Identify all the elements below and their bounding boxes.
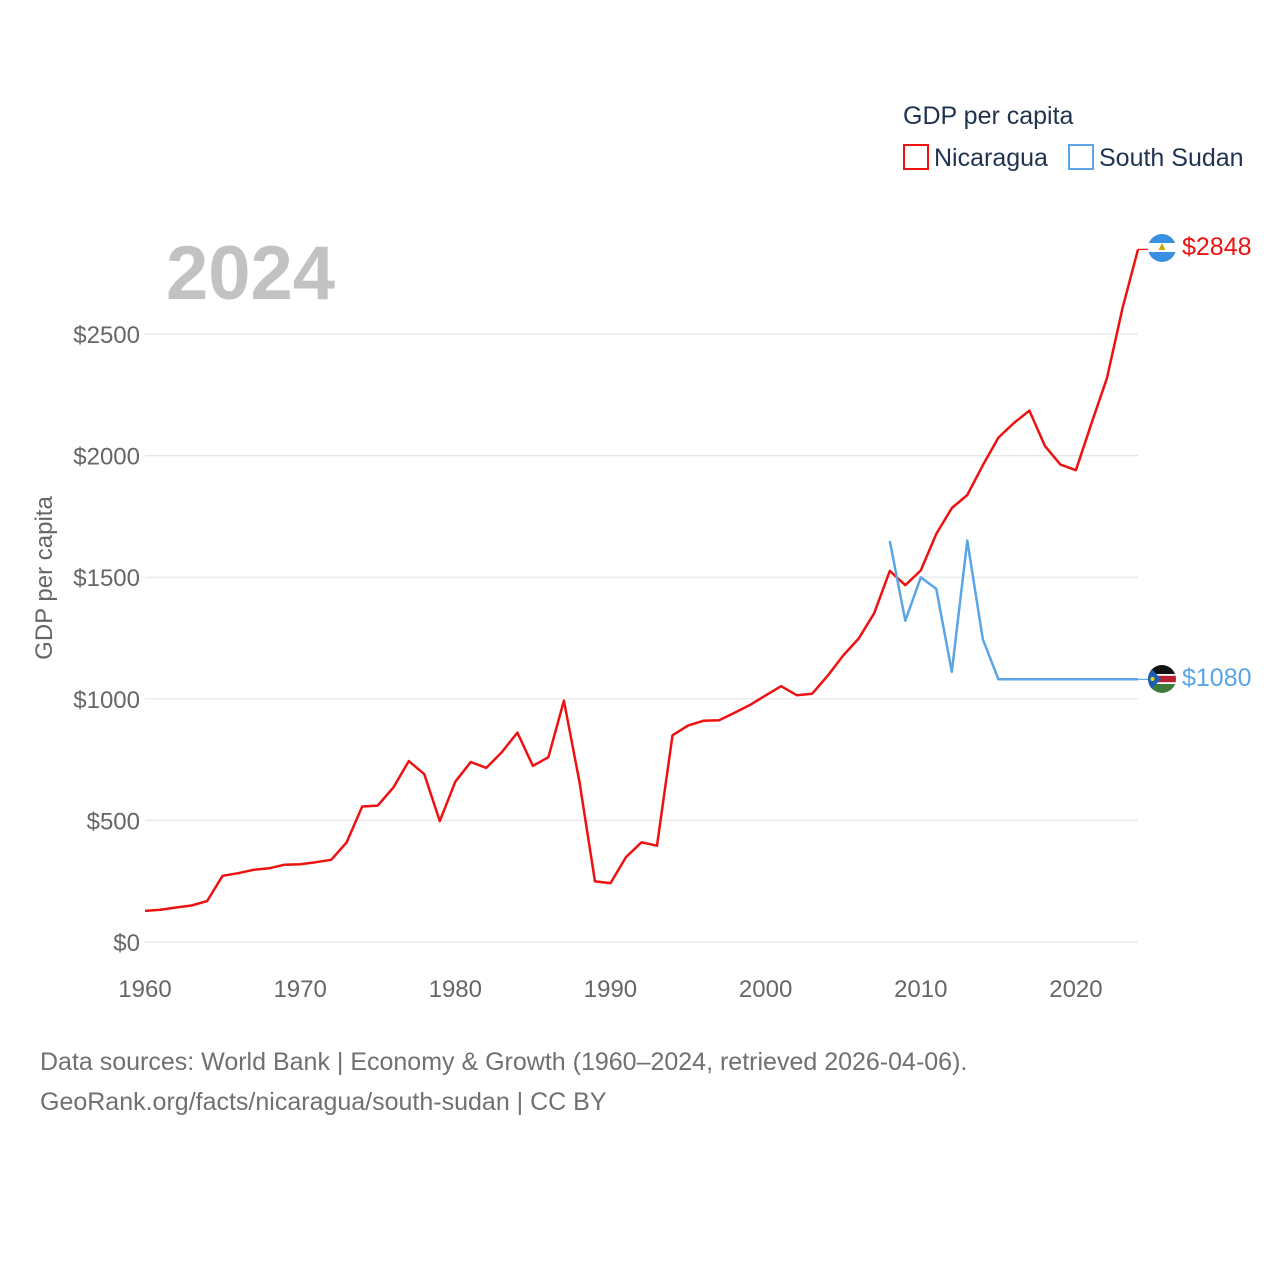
nicaragua-flag-icon — [1148, 234, 1176, 262]
x-tick-label: 1980 — [429, 976, 482, 1003]
series-lines — [144, 248, 1148, 913]
footer-sources: Data sources: World Bank | Economy & Gro… — [40, 1048, 968, 1076]
y-axis-title: GDP per capita — [31, 496, 58, 660]
x-axis-ticks: 1960 1970 1980 1990 2000 2010 2020 — [118, 976, 1102, 1003]
x-tick-label: 2020 — [1049, 976, 1102, 1003]
y-tick-label: $1000 — [73, 687, 140, 714]
legend-swatch-south-sudan — [1068, 144, 1094, 170]
footer-attribution[interactable]: GeoRank.org/facts/nicaragua/south-sudan … — [40, 1088, 607, 1116]
series-line-south-sudan[interactable] — [888, 539, 1138, 681]
x-tick-label: 1990 — [584, 976, 637, 1003]
legend-label-south-sudan: South Sudan — [1099, 144, 1244, 172]
x-tick-label: 1970 — [273, 976, 326, 1003]
nicaragua-end-value: $2848 — [1182, 233, 1252, 261]
y-tick-label: $2000 — [73, 444, 140, 471]
legend-item-south-sudan[interactable]: South Sudan — [1068, 144, 1244, 172]
y-axis-ticks: $0 $500 $1000 $1500 $2000 $2500 — [73, 322, 140, 957]
south-sudan-flag-icon — [1148, 665, 1176, 693]
x-tick-label: 1960 — [118, 976, 171, 1003]
legend-title: GDP per capita — [903, 102, 1074, 130]
legend-item-nicaragua[interactable]: Nicaragua — [903, 144, 1048, 172]
grid-lines — [145, 333, 1138, 943]
y-tick-label: $1500 — [73, 565, 140, 592]
year-watermark: 2024 — [166, 231, 335, 316]
footer: Data sources: World Bank | Economy & Gro… — [40, 1042, 967, 1122]
x-tick-label: 2010 — [894, 976, 947, 1003]
legend-swatch-nicaragua — [903, 144, 929, 170]
x-tick-label: 2000 — [739, 976, 792, 1003]
legend: GDP per capita Nicaragua South Sudan — [903, 102, 1244, 172]
series-line-nicaragua[interactable] — [144, 249, 1140, 913]
legend-label-nicaragua: Nicaragua — [934, 144, 1048, 172]
y-tick-label: $0 — [113, 930, 140, 957]
y-tick-label: $2500 — [73, 322, 140, 349]
south-sudan-end-value: $1080 — [1182, 664, 1252, 692]
gdp-per-capita-chart: $0$500$1000$1500$2000$2500 1960 1970 1980 1… — [31, 102, 1252, 1003]
y-tick-label: $500 — [87, 808, 140, 835]
